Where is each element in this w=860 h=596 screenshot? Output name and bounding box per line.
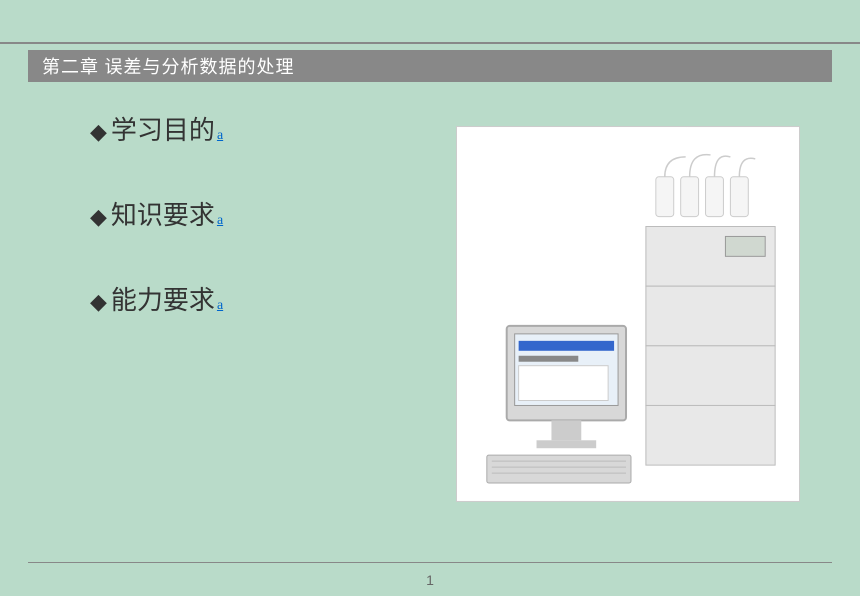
learning-objective-link[interactable]: a [217,128,223,144]
chapter-title: 第二章 误差与分析数据的处理 [42,53,295,79]
diamond-bullet-icon: ◆ [90,119,107,145]
ability-requirement-link[interactable]: a [217,298,223,314]
list-item: ◆ 知识要求 a [90,195,390,232]
top-border-line [0,42,860,44]
item-label: 能力要求 [111,280,215,317]
bottom-border-line [28,562,832,563]
diamond-bullet-icon: ◆ [90,289,107,315]
item-label: 学习目的 [111,110,215,147]
hplc-instrument-icon [457,127,799,501]
chapter-title-bar: 第二章 误差与分析数据的处理 [28,50,832,82]
list-item: ◆ 学习目的 a [90,110,390,147]
knowledge-requirement-link[interactable]: a [217,213,223,229]
page-number: 1 [426,572,434,588]
content-list: ◆ 学习目的 a ◆ 知识要求 a ◆ 能力要求 a [90,110,390,365]
diamond-bullet-icon: ◆ [90,204,107,230]
list-item: ◆ 能力要求 a [90,280,390,317]
item-label: 知识要求 [111,195,215,232]
instrument-image [456,126,800,502]
